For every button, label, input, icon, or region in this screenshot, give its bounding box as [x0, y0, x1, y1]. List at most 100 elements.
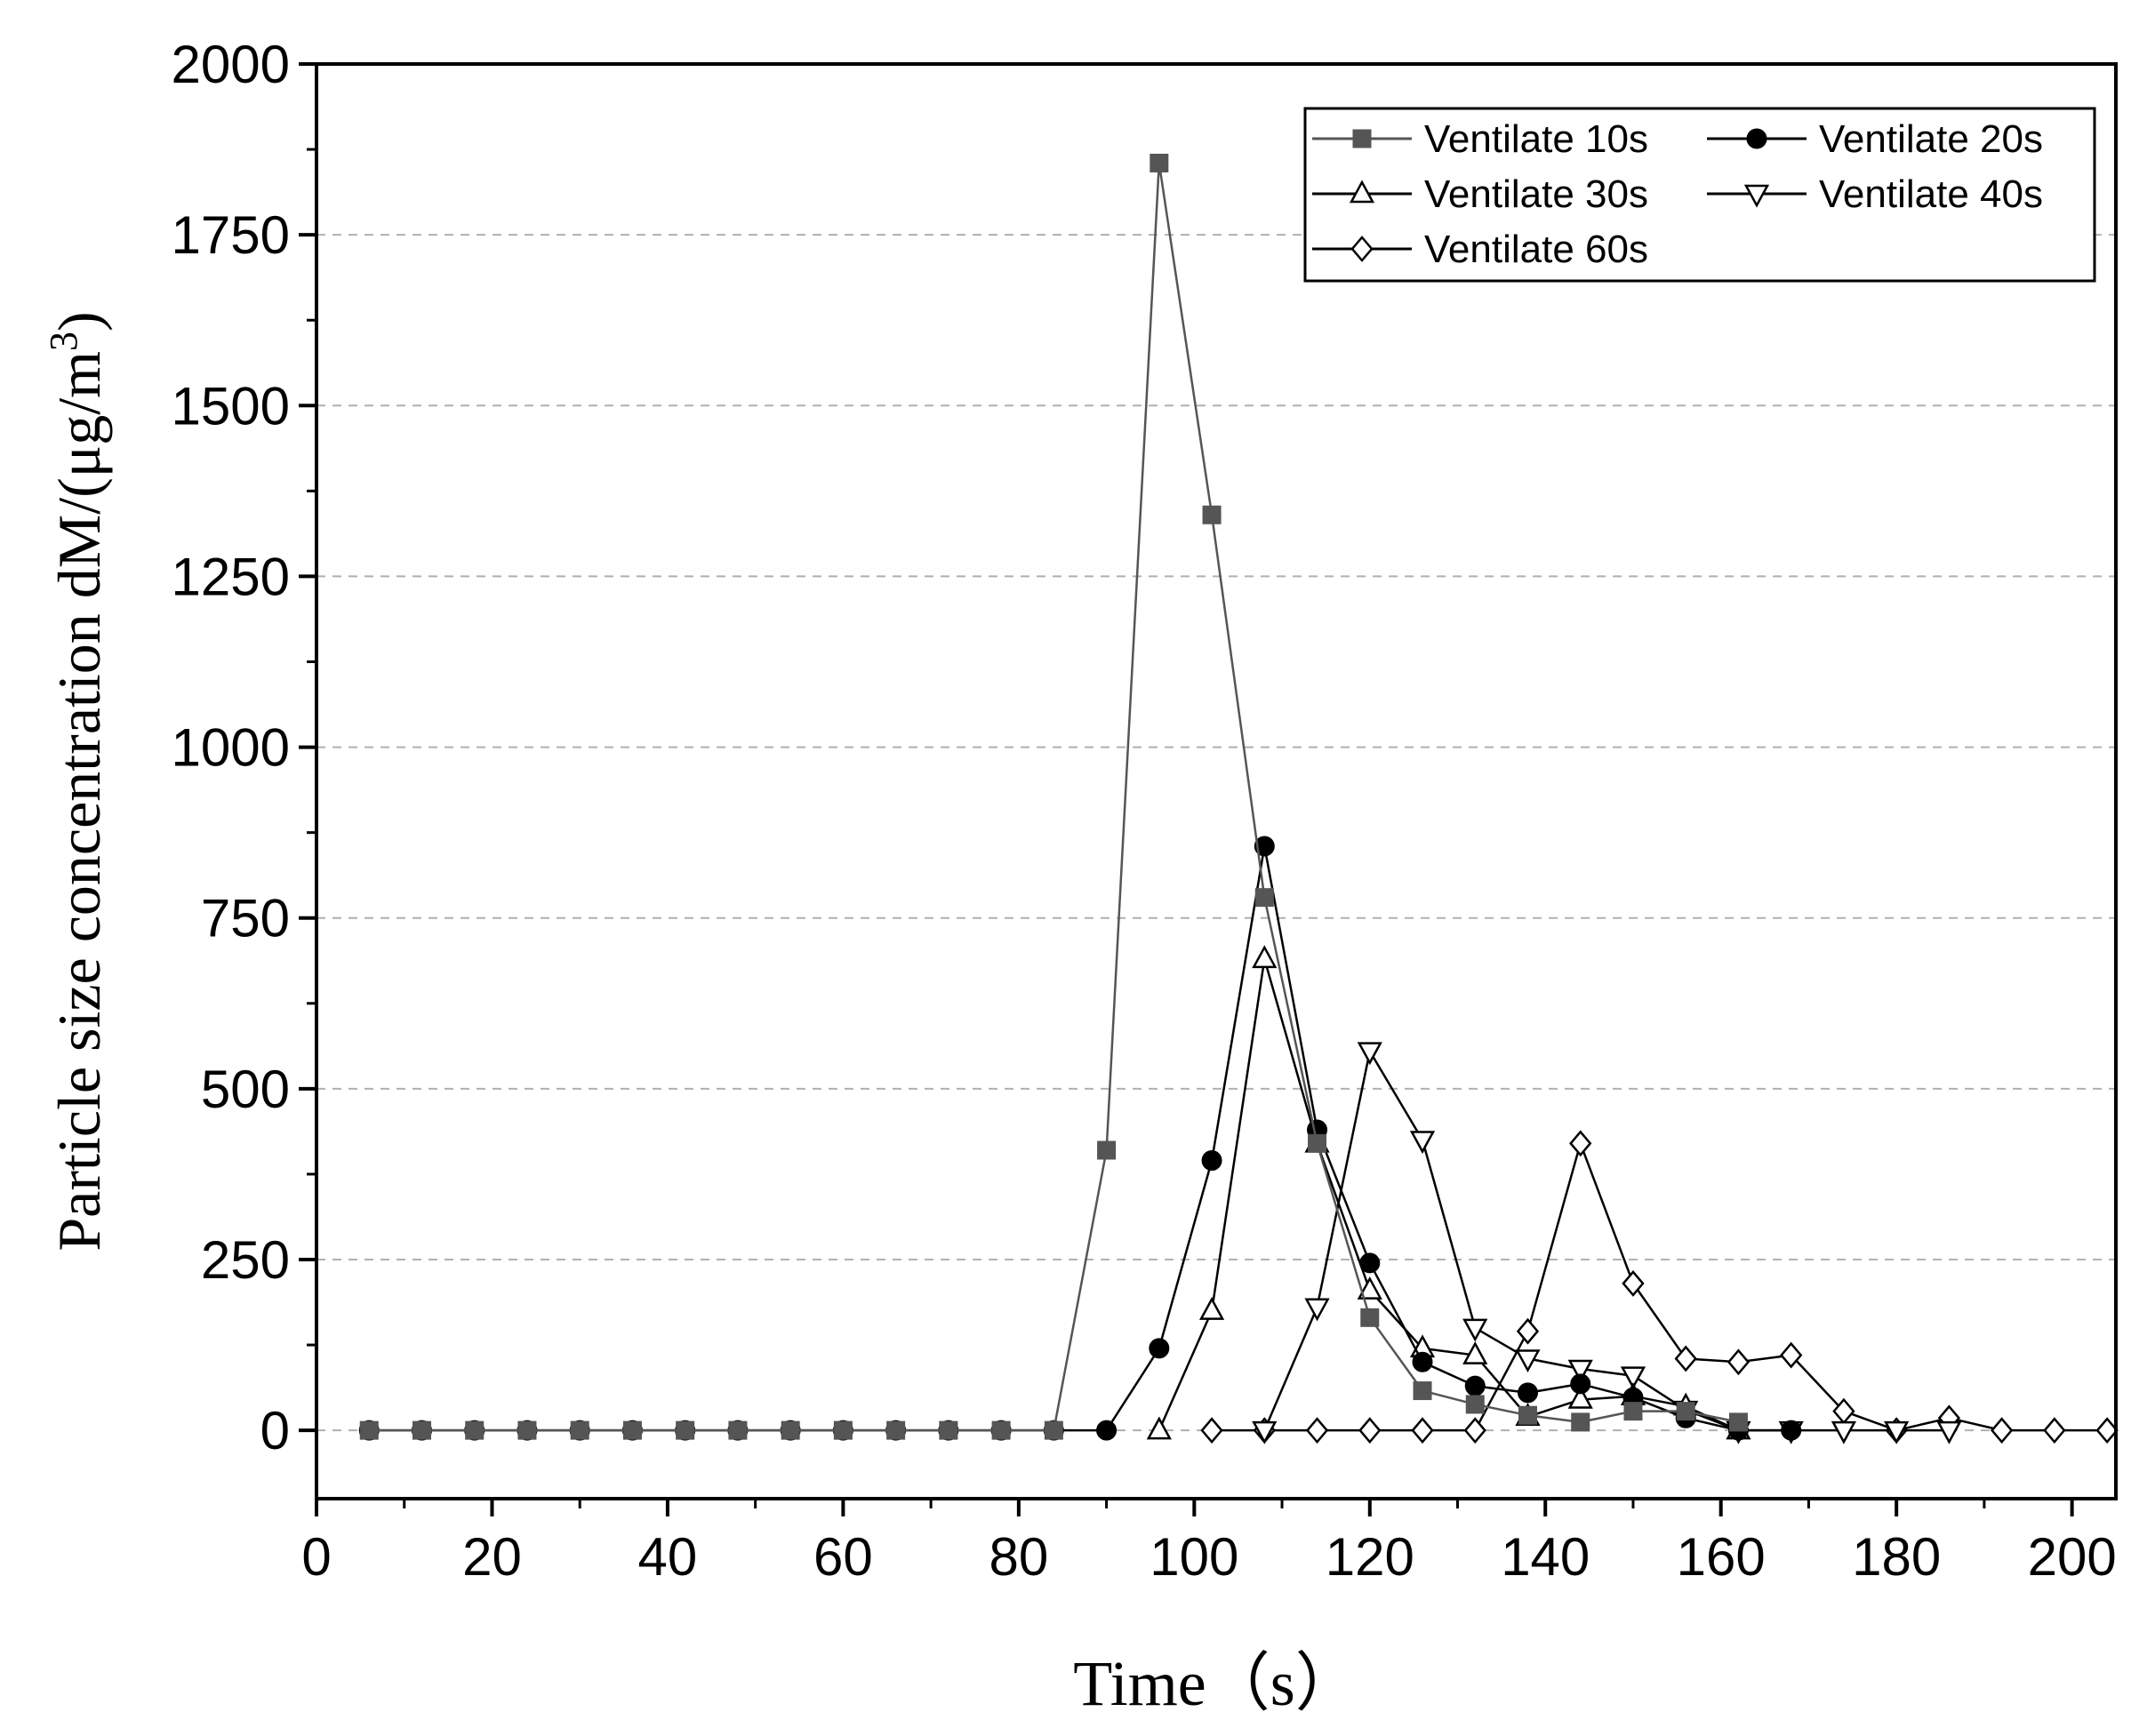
data-point	[1518, 1405, 1537, 1425]
data-point	[1516, 1317, 1540, 1345]
y-tick-label: 2000	[172, 35, 290, 94]
legend-label: Ventilate 20s	[1819, 117, 2043, 161]
data-point	[2095, 1417, 2119, 1444]
y-tick-label: 500	[201, 1060, 290, 1119]
data-point	[1146, 1416, 1172, 1440]
data-point	[1252, 945, 1278, 969]
series-1	[359, 153, 1748, 1440]
data-point	[1726, 1348, 1750, 1376]
data-point	[570, 1420, 589, 1440]
x-tick-label: 100	[1150, 1527, 1238, 1587]
y-tick-label: 1000	[172, 718, 290, 778]
data-point	[1622, 1269, 1645, 1297]
legend-label: Ventilate 30s	[1424, 172, 1648, 216]
data-point	[1254, 888, 1274, 908]
data-point	[1411, 1417, 1434, 1444]
data-point	[1201, 1150, 1222, 1172]
y-tick-label: 1500	[172, 376, 290, 436]
legend-label: Ventilate 40s	[1819, 172, 2043, 216]
x-axis-title: Time（s）	[1073, 1648, 1358, 1719]
y-tick-label: 1250	[172, 547, 290, 606]
legend-marker	[1746, 128, 1767, 149]
data-point	[1412, 1351, 1433, 1372]
data-point	[1936, 1420, 1962, 1444]
legend-entry: Ventilate 30s	[1312, 172, 1648, 216]
data-point	[1620, 1366, 1646, 1390]
x-tick-label: 140	[1501, 1527, 1590, 1587]
data-point	[1463, 1417, 1486, 1444]
data-point	[1567, 1359, 1593, 1383]
x-tick-label: 60	[813, 1527, 873, 1587]
data-point	[1831, 1420, 1857, 1444]
data-point	[1096, 1420, 1118, 1441]
data-point	[1097, 1140, 1117, 1160]
data-point	[2043, 1417, 2066, 1444]
x-tick-label: 180	[1852, 1527, 1941, 1587]
data-point	[1150, 153, 1169, 172]
legend-entry: Ventilate 20s	[1707, 117, 2043, 161]
series-3	[1146, 945, 1751, 1440]
data-point	[517, 1420, 537, 1440]
data-point	[1252, 1420, 1278, 1444]
grid-layer	[316, 234, 2116, 1432]
plot-frame	[315, 62, 2118, 1500]
y-tick-label: 750	[201, 889, 290, 948]
y-axis-title: Particle size concentration dM/(μg/m3)	[42, 311, 113, 1251]
data-point	[1359, 1252, 1381, 1274]
y-tick-label: 1750	[172, 205, 290, 265]
data-point	[676, 1420, 695, 1440]
series-line	[1212, 1142, 2108, 1432]
data-point	[1462, 1340, 1488, 1364]
data-point	[1780, 1341, 1803, 1369]
series-5	[1200, 1130, 2119, 1444]
x-tick-label: 120	[1326, 1527, 1414, 1587]
x-tick-label: 200	[2028, 1527, 2117, 1587]
data-point	[1360, 1308, 1380, 1327]
data-point	[1198, 1297, 1225, 1320]
data-point	[1517, 1382, 1538, 1404]
data-point	[1254, 836, 1275, 857]
legend-marker	[1349, 180, 1375, 204]
data-point	[833, 1420, 853, 1440]
y-axis-title-end: )	[45, 311, 113, 332]
x-tick-label: 20	[462, 1527, 522, 1587]
data-point	[991, 1420, 1011, 1440]
series-line	[1263, 1050, 1950, 1432]
data-point	[1357, 1042, 1382, 1066]
data-point	[1044, 1420, 1063, 1440]
series-layer	[358, 153, 2119, 1444]
data-point	[1515, 1349, 1541, 1373]
legend-label: Ventilate 10s	[1424, 117, 1648, 161]
y-axis-title-main: Particle size concentration dM/(μg/m	[45, 351, 113, 1252]
data-point	[1781, 1420, 1802, 1441]
series-4	[1252, 1042, 1962, 1444]
legend-marker	[1352, 129, 1372, 148]
data-point	[1884, 1420, 1910, 1444]
x-tick-label: 40	[638, 1527, 698, 1587]
data-point	[728, 1420, 748, 1440]
data-point	[1465, 1395, 1485, 1414]
data-point	[1571, 1412, 1590, 1432]
data-point	[1409, 1131, 1436, 1155]
data-point	[781, 1420, 800, 1440]
data-point	[1413, 1381, 1432, 1401]
x-tick-label: 80	[989, 1527, 1048, 1587]
data-point	[886, 1420, 906, 1440]
data-point	[1674, 1345, 1697, 1372]
data-point	[359, 1420, 379, 1440]
data-point	[1202, 505, 1222, 524]
data-point	[465, 1420, 485, 1440]
data-point	[1304, 1298, 1330, 1322]
data-point	[1308, 1133, 1327, 1153]
y-axis-title-superscript: 3	[42, 332, 85, 351]
data-point	[939, 1420, 958, 1440]
data-point	[1462, 1318, 1488, 1342]
y-tick-label: 250	[201, 1230, 290, 1290]
x-tick-label: 160	[1677, 1527, 1766, 1587]
data-point	[1991, 1417, 2014, 1444]
series-line	[369, 162, 1739, 1432]
series-line	[1158, 957, 1740, 1432]
legend-marker	[1743, 184, 1770, 208]
data-point	[1305, 1417, 1329, 1444]
